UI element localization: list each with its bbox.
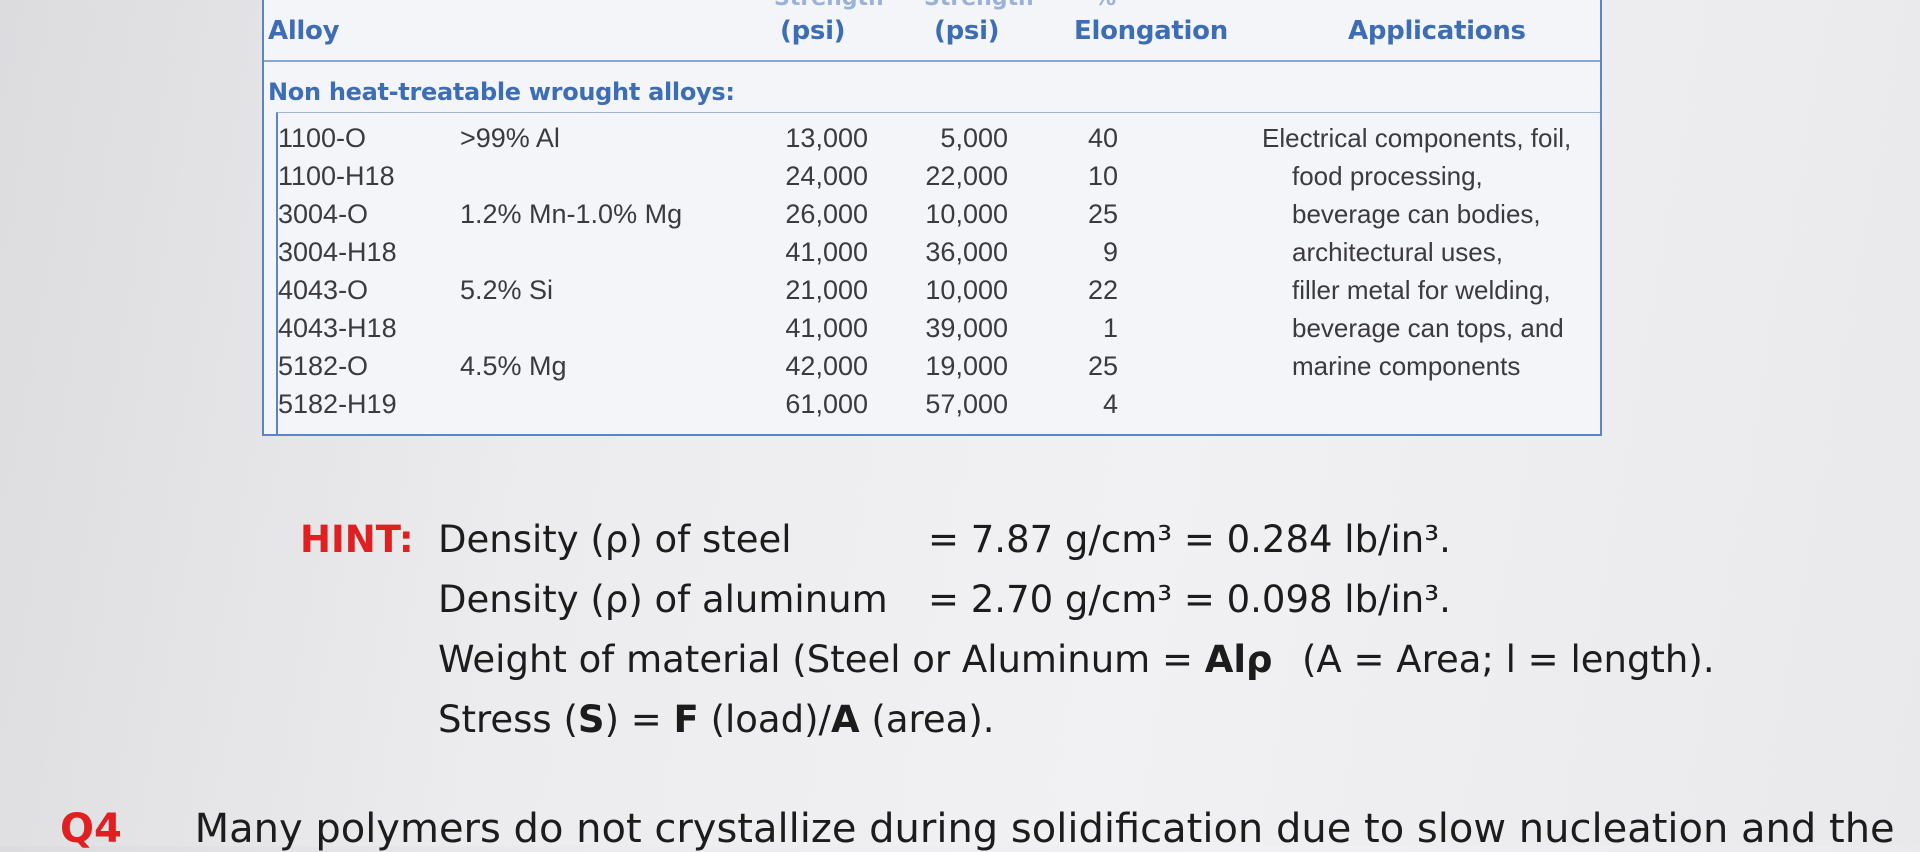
tensile-cell: 42,000 <box>785 351 868 381</box>
tensile-cell: 41,000 <box>785 237 868 267</box>
aluminum-density-label: Density (ρ) of aluminum <box>438 578 888 621</box>
alloy-properties-table: Strength Strength % Alloy (psi) (psi) El… <box>262 0 1602 436</box>
header-elongation-top: % <box>1094 0 1116 11</box>
hint-label: HINT: <box>300 518 414 561</box>
hint-line-aluminum: Density (ρ) of aluminum = 2.70 g/cm³ = 0… <box>438 578 1451 621</box>
tensile-cell: 61,000 <box>785 389 868 419</box>
stress-text: (area). <box>859 698 995 741</box>
tensile-cell: 13,000 <box>785 123 868 153</box>
section-label: Non heat-treatable wrought alloys: <box>268 78 735 106</box>
elongation-cell: 25 <box>1087 199 1118 229</box>
weight-formula: Alρ <box>1204 638 1273 681</box>
alloy-cell: 4043-O <box>278 275 369 305</box>
yield-cell: 5,000 <box>940 123 1008 153</box>
composition-cell: >99% Al <box>460 123 560 153</box>
application-line: beverage can bodies, <box>1292 199 1541 229</box>
application-line: marine components <box>1292 351 1521 381</box>
steel-density-label: Density (ρ) of steel <box>438 518 792 561</box>
question-4: Q4 Many polymers do not crystallize duri… <box>60 806 1895 852</box>
stress-text: (load)/ <box>698 698 831 741</box>
yield-cell: 10,000 <box>925 199 1008 229</box>
header-yield-top: Strength <box>924 0 1034 11</box>
yield-cell: 39,000 <box>925 313 1008 343</box>
aluminum-density-value: = 2.70 g/cm³ = 0.098 lb/in³. <box>928 578 1451 621</box>
hint-line-steel: HINT: Density (ρ) of steel = 7.87 g/cm³ … <box>300 518 1451 561</box>
header-yield-unit: (psi) <box>934 16 1000 46</box>
tensile-cell: 41,000 <box>785 313 868 343</box>
elongation-cell: 1 <box>1102 313 1118 343</box>
stress-text: Stress ( <box>438 698 578 741</box>
elongation-cell: 25 <box>1087 351 1118 381</box>
alloy-cell: 5182-O <box>278 351 369 381</box>
elongation-cell: 4 <box>1102 389 1118 419</box>
application-line: filler metal for welding, <box>1292 275 1551 305</box>
tensile-cell: 26,000 <box>785 199 868 229</box>
header-divider <box>264 60 1600 62</box>
yield-cell: 19,000 <box>925 351 1008 381</box>
composition-cell: 5.2% Si <box>460 275 554 305</box>
elongation-cell: 10 <box>1087 161 1118 191</box>
header-elongation: Elongation <box>1074 16 1228 46</box>
application-line: Electrical components, foil, <box>1262 123 1572 153</box>
weight-label: Weight of material (Steel or Aluminum = <box>438 638 1193 681</box>
elongation-cell: 9 <box>1102 237 1118 267</box>
force-symbol: F <box>673 698 699 741</box>
weight-legend: (A = Area; l = length). <box>1302 638 1715 681</box>
hint-line-weight: Weight of material (Steel or Aluminum = … <box>438 638 1715 681</box>
tensile-cell: 24,000 <box>785 161 868 191</box>
application-line: architectural uses, <box>1292 237 1503 267</box>
stress-symbol: S <box>577 698 605 741</box>
yield-cell: 36,000 <box>925 237 1008 267</box>
composition-cell: 1.2% Mn-1.0% Mg <box>460 199 683 229</box>
steel-density-value: = 7.87 g/cm³ = 0.284 lb/in³. <box>928 518 1451 561</box>
header-tensile-unit: (psi) <box>780 16 846 46</box>
tensile-cell: 21,000 <box>785 275 868 305</box>
alloy-cell: 3004-H18 <box>278 237 397 267</box>
header-tensile-top: Strength <box>774 0 884 11</box>
table-body: 1100-O >99% Al 13,000 5,000 40 1100-H18 … <box>276 112 1600 434</box>
alloy-cell: 3004-O <box>278 199 369 229</box>
header-applications: Applications <box>1348 16 1526 46</box>
area-symbol: A <box>831 698 860 741</box>
yield-cell: 22,000 <box>925 161 1008 191</box>
alloy-cell: 1100-H18 <box>278 161 395 191</box>
elongation-cell: 40 <box>1087 123 1118 153</box>
question-number: Q4 <box>60 806 122 852</box>
question-text: Many polymers do not crystallize during … <box>194 806 1895 852</box>
yield-cell: 57,000 <box>925 389 1008 419</box>
stress-text: ) = <box>604 698 674 741</box>
alloy-cell: 5182-H19 <box>278 389 397 419</box>
yield-cell: 10,000 <box>925 275 1008 305</box>
header-alloy: Alloy <box>268 16 340 46</box>
alloy-cell: 4043-H18 <box>278 313 397 343</box>
hint-line-stress: Stress (S) = F (load)/A (area). <box>438 698 995 741</box>
alloy-cell: 1100-O <box>278 123 367 153</box>
elongation-cell: 22 <box>1087 275 1118 305</box>
application-line: beverage can tops, and <box>1292 313 1564 343</box>
composition-cell: 4.5% Mg <box>460 351 567 381</box>
application-line: food processing, <box>1292 161 1483 191</box>
